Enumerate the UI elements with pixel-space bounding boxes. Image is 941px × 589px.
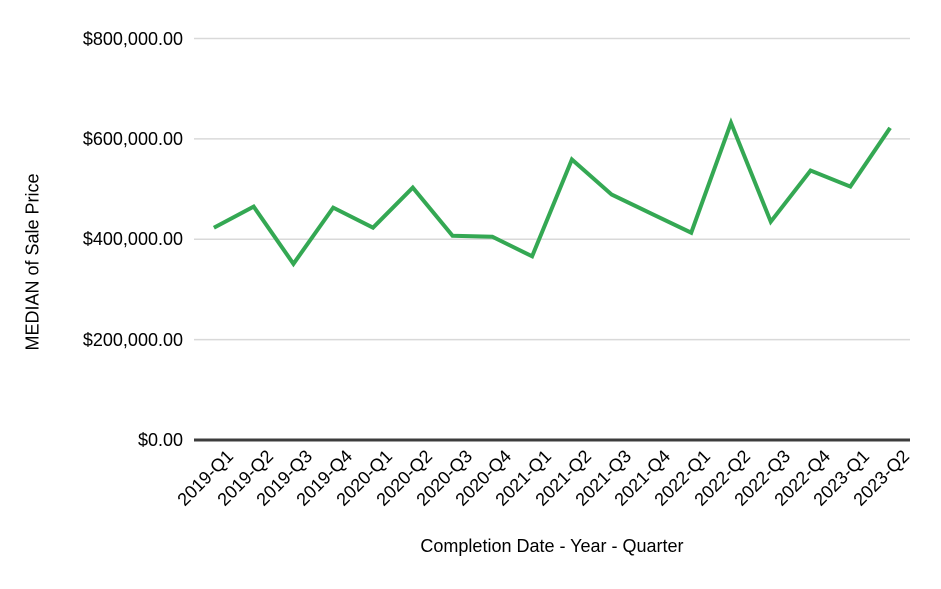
y-tick-label: $200,000.00 (82, 329, 183, 350)
series-polyline (212, 117, 892, 268)
x-axis-title: Completion Date - Year - Quarter (420, 536, 684, 556)
y-tick-label: $0.00 (137, 430, 183, 450)
y-tick-label: $400,000.00 (82, 229, 183, 250)
y-tick-label: $600,000.00 (82, 128, 183, 149)
series-line-median-sale-price (212, 117, 892, 268)
gridlines (194, 37, 910, 442)
y-tick-label: $800,000.00 (82, 28, 183, 49)
y-axis-title: MEDIAN of Sale Price (22, 173, 43, 351)
